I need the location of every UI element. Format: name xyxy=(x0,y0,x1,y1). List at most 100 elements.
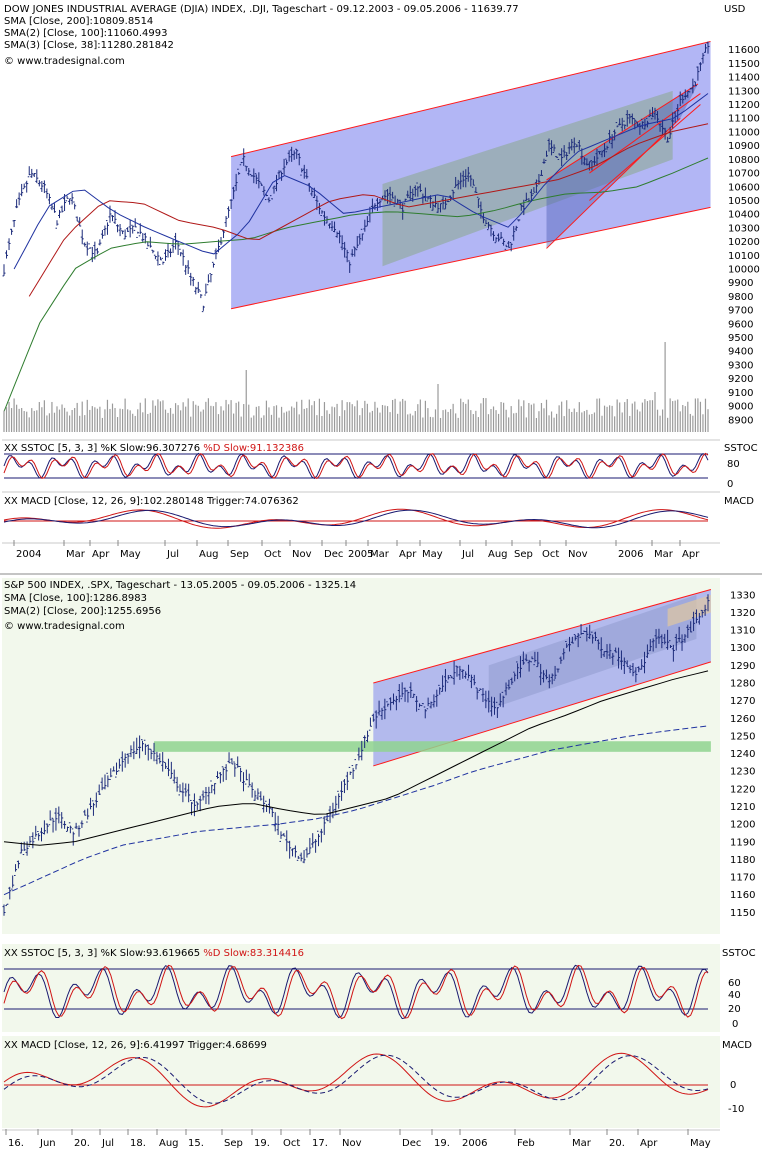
y-tick-label: 1280 xyxy=(730,679,755,690)
x-tick-label: Apr xyxy=(640,1138,658,1149)
y-tick-label: 1330 xyxy=(730,590,755,601)
spx-macd-background xyxy=(2,1036,720,1128)
x-tick-label: Dec xyxy=(324,549,343,560)
y-tick-label: 9500 xyxy=(728,333,753,344)
y-tick-label: 1310 xyxy=(730,626,755,637)
djia-macd-axis-label: MACD xyxy=(724,496,754,507)
x-tick-label: 19. xyxy=(254,1138,270,1149)
spx-chart: 1330 1320 1310 1300 1290 1280 1270 1260 1250 1240… xyxy=(2,578,756,1149)
x-tick-label: 18. xyxy=(130,1138,146,1149)
djia-source: © www.tradesignal.com xyxy=(4,56,125,67)
y-tick-label: 1180 xyxy=(730,855,755,866)
macd-trigger-line xyxy=(3,509,709,529)
y-tick-label: 10200 xyxy=(728,237,760,248)
y-tick-label: 1300 xyxy=(730,643,755,654)
y-tick-label: 9900 xyxy=(728,278,753,289)
x-tick-label: Aug xyxy=(159,1138,179,1149)
y-tick-label: 10100 xyxy=(728,251,760,262)
y-tick-label: 10000 xyxy=(728,265,760,276)
y-tick-label: 1320 xyxy=(730,608,755,619)
djia-stoch-tick-80: 80 xyxy=(727,459,740,470)
stoch-d-line xyxy=(3,964,709,1020)
spx-stoch-axis-label: SSTOC xyxy=(722,948,756,959)
x-tick-label: 16. xyxy=(8,1138,24,1149)
x-tick-label: Jul xyxy=(166,549,179,560)
spx-channel-0 xyxy=(373,589,711,766)
djia-stoch-tick-0: 0 xyxy=(727,479,733,490)
x-tick-label: 19. xyxy=(434,1138,450,1149)
djia-macd-label: XX MACD [Close, 12, 26, 9]:102.280148 Tr… xyxy=(4,496,299,507)
y-tick-label: 11400 xyxy=(728,73,760,84)
sma100-line xyxy=(28,123,709,297)
x-tick-label: 20. xyxy=(74,1138,90,1149)
y-tick-label: 9000 xyxy=(728,402,753,413)
x-tick-label: 2004 xyxy=(16,549,41,560)
spx-macd-tick-minus10: -10 xyxy=(728,1104,744,1115)
y-tick-label: 9200 xyxy=(728,374,753,385)
x-tick-label: Feb xyxy=(517,1138,535,1149)
spx-channel-2 xyxy=(667,594,711,627)
y-tick-label: 1210 xyxy=(730,802,755,813)
y-tick-label: 11500 xyxy=(728,59,760,70)
x-tick-label: Aug xyxy=(199,549,219,560)
djia-channel-upper-line-3 xyxy=(589,93,701,174)
spx-stoch-tick-20: 20 xyxy=(728,1004,741,1015)
y-tick-label: 9300 xyxy=(728,360,753,371)
x-tick-label: 17. xyxy=(312,1138,328,1149)
y-tick-label: 9100 xyxy=(728,388,753,399)
djia-stoch-label: XX SSTOC [5, 3, 3] %K Slow:96.307276 %D … xyxy=(4,443,304,454)
x-tick-label: Mar xyxy=(370,549,390,560)
x-tick-label: Oct xyxy=(264,549,281,560)
y-tick-label: 10700 xyxy=(728,169,760,180)
y-tick-label: 8900 xyxy=(728,415,753,426)
spx-support-band xyxy=(154,741,711,752)
x-tick-label: 20. xyxy=(609,1138,625,1149)
x-tick-label: Nov xyxy=(292,549,312,560)
x-tick-label: 2006 xyxy=(462,1138,487,1149)
y-tick-label: 1250 xyxy=(730,731,755,742)
spx-stoch-tick-0: 0 xyxy=(732,1019,738,1030)
x-tick-label: Sep xyxy=(514,549,533,560)
y-tick-label: 10300 xyxy=(728,223,760,234)
spx-channel-upper-line-0 xyxy=(373,589,712,684)
y-tick-label: 1260 xyxy=(730,714,755,725)
x-tick-label: May xyxy=(690,1138,711,1149)
x-tick-label: Mar xyxy=(572,1138,592,1149)
djia-title: DOW JONES INDUSTRIAL AVERAGE (DJIA) INDE… xyxy=(4,4,519,15)
sma38-line xyxy=(13,93,709,270)
x-tick-label: Mar xyxy=(66,549,86,560)
x-tick-label: 2005 xyxy=(348,549,373,560)
spx-macd-label: XX MACD [Close, 12, 26, 9]:6.41997 Trigg… xyxy=(4,1040,267,1051)
macd-line xyxy=(3,1052,709,1108)
macd-trigger-line xyxy=(3,1054,709,1104)
x-tick-label: Sep xyxy=(230,549,249,560)
y-tick-label: 10900 xyxy=(728,141,760,152)
x-tick-label: Nov xyxy=(568,549,588,560)
spx-stoch-background xyxy=(2,944,720,1032)
djia-channel-lower-line-2 xyxy=(546,117,681,249)
djia-legend-sma38: SMA(3) [Close, 38]:11280.281842 xyxy=(4,40,174,51)
x-tick-label: Oct xyxy=(283,1138,300,1149)
y-tick-label: 10800 xyxy=(728,155,760,166)
y-tick-label: 10500 xyxy=(728,196,760,207)
y-tick-label: 11000 xyxy=(728,127,760,138)
y-tick-label: 9400 xyxy=(728,347,753,358)
y-tick-label: 10600 xyxy=(728,182,760,193)
y-tick-label: 11600 xyxy=(728,45,760,56)
djia-channel-upper-line-2 xyxy=(546,83,699,181)
y-tick-label: 1230 xyxy=(730,767,755,778)
djia-channel-1 xyxy=(382,90,673,267)
x-tick-label: Sep xyxy=(224,1138,243,1149)
djia-legend-sma100: SMA(2) [Close, 100]:11060.4993 xyxy=(4,28,167,39)
djia-chart: 11600 11500 11400 11300 11200 11100 11000 10900… xyxy=(2,2,760,560)
spx-legend-sma100: SMA [Close, 100]:1286.8983 xyxy=(4,593,147,604)
stoch-k-line xyxy=(3,452,709,480)
spx-source: © www.tradesignal.com xyxy=(4,621,125,632)
x-tick-label: May xyxy=(422,549,443,560)
x-tick-label: Nov xyxy=(342,1138,362,1149)
spx-macd-axis-label: MACD xyxy=(722,1040,752,1051)
x-tick-label: Jul xyxy=(101,1138,114,1149)
x-tick-label: Dec xyxy=(402,1138,421,1149)
y-tick-label: 1150 xyxy=(730,908,755,919)
x-tick-label: Apr xyxy=(92,549,110,560)
